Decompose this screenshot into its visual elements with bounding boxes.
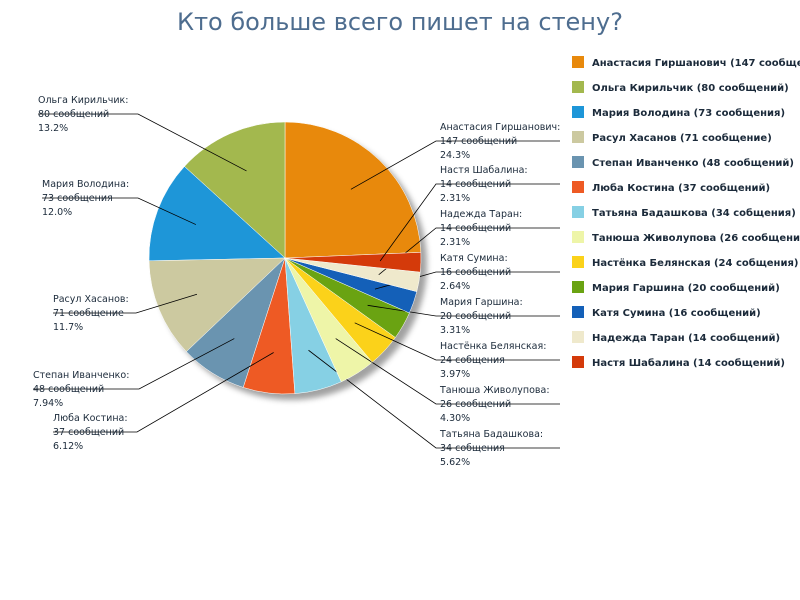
callout-line <box>33 338 235 390</box>
callout-name: Катя Сумина: <box>440 253 508 264</box>
pie-slice <box>148 166 286 262</box>
legend-swatch <box>572 231 584 243</box>
callout-count: 16 сообщений <box>440 267 511 278</box>
legend-swatch <box>572 281 584 293</box>
callout-percent: 5.62% <box>440 457 470 468</box>
legend-label: Катя Сумина (16 сообщений) <box>592 307 761 319</box>
callout-name: Степан Иванченко: <box>33 370 129 381</box>
callout-name: Люба Костина: <box>53 413 128 424</box>
callout-line <box>42 197 197 225</box>
callout-count: 48 сообщений <box>33 384 104 395</box>
callout-line <box>350 140 560 190</box>
legend-swatch <box>572 81 584 93</box>
pie-slice <box>284 252 422 273</box>
legend-label: Татьяна Бадашкова (34 собщения) <box>592 207 796 219</box>
callout-name: Расул Хасанов: <box>53 294 129 305</box>
callout-name: Ольга Кирильчик: <box>38 95 129 106</box>
callout-percent: 6.12% <box>53 441 83 452</box>
pie-slice <box>148 257 286 352</box>
legend-label: Расул Хасанов (71 сообщение) <box>592 132 772 144</box>
callout-count: 80 сообщений <box>38 109 109 120</box>
callout-count: 14 сообщений <box>440 179 511 190</box>
callout-name: Танюша Живолупова: <box>439 385 550 396</box>
callout-count: 34 собщения <box>440 443 505 454</box>
callout-line <box>38 113 247 172</box>
callout-percent: 3.31% <box>440 325 470 336</box>
callout-count: 71 сообщение <box>53 308 124 319</box>
callout-count: 37 сообщений <box>53 427 124 438</box>
callout-count: 73 сообщения <box>42 193 113 204</box>
callout-line <box>308 349 560 449</box>
legend-label: Люба Костина (37 сообщений) <box>592 182 770 194</box>
callout-percent: 2.64% <box>440 281 470 292</box>
callout-line <box>53 352 274 433</box>
callout-percent: 11.7% <box>53 322 83 333</box>
pie-slice <box>184 121 286 259</box>
legend-label: Мария Володина (73 сообщения) <box>592 107 785 119</box>
legend-label: Настя Шабалина (14 сообщений) <box>592 357 785 369</box>
callout-percent: 12.0% <box>42 207 72 218</box>
callout-name: Настя Шабалина: <box>440 165 528 176</box>
callout-percent: 24.3% <box>440 150 470 161</box>
callout-line <box>335 338 560 405</box>
callout-percent: 4.30% <box>440 413 470 424</box>
legend-label: Мария Гаршина (20 сообщений) <box>592 282 780 294</box>
legend-swatch <box>572 131 584 143</box>
legend-label: Анастасия Гиршанович (147 сообщений) <box>592 57 800 69</box>
callout-percent: 7.94% <box>33 398 63 409</box>
callout-count: 147 сообщений <box>440 136 517 147</box>
legend-swatch <box>572 106 584 118</box>
chart-title: Кто больше всего пишет на стену? <box>177 8 623 36</box>
callout-line <box>367 304 560 317</box>
legend-swatch <box>572 306 584 318</box>
callout-name: Мария Володина: <box>42 179 129 190</box>
callout-line <box>53 293 198 314</box>
legend-swatch <box>572 331 584 343</box>
callout-line <box>379 183 560 262</box>
legend-swatch <box>572 206 584 218</box>
legend-swatch <box>572 256 584 268</box>
callout-percent: 3.97% <box>440 369 470 380</box>
legend-swatch <box>572 156 584 168</box>
legend-swatch <box>572 56 584 68</box>
callout-name: Надежда Таран: <box>440 209 522 220</box>
legend-label: Танюша Живолупова (26 сообщений) <box>592 232 800 244</box>
legend-label: Надежда Таран (14 сообщений) <box>592 332 780 344</box>
callout-percent: 2.31% <box>440 193 470 204</box>
legend-label: Ольга Кирильчик (80 сообщений) <box>592 82 789 94</box>
legend-label: Настёнка Белянская (24 собщения) <box>592 257 798 269</box>
callout-count: 20 сообщений <box>440 311 511 322</box>
callout-name: Настёнка Белянская: <box>440 341 546 352</box>
legend-swatch <box>572 181 584 193</box>
callout-percent: 13.2% <box>38 123 68 134</box>
callout-name: Мария Гаршина: <box>440 297 523 308</box>
callout-count: 26 сообщений <box>440 399 511 410</box>
callout-name: Татьяна Бадашкова: <box>439 429 543 440</box>
callout-count: 14 сообщений <box>440 223 511 234</box>
callout-line <box>354 322 560 361</box>
pie-slice <box>284 121 422 259</box>
callout-percent: 2.31% <box>440 237 470 248</box>
callout-count: 24 собщения <box>440 355 505 366</box>
legend-label: Степан Иванченко (48 сообщений) <box>592 157 794 169</box>
legend-swatch <box>572 356 584 368</box>
callout-name: Анастасия Гиршанович: <box>440 122 560 133</box>
